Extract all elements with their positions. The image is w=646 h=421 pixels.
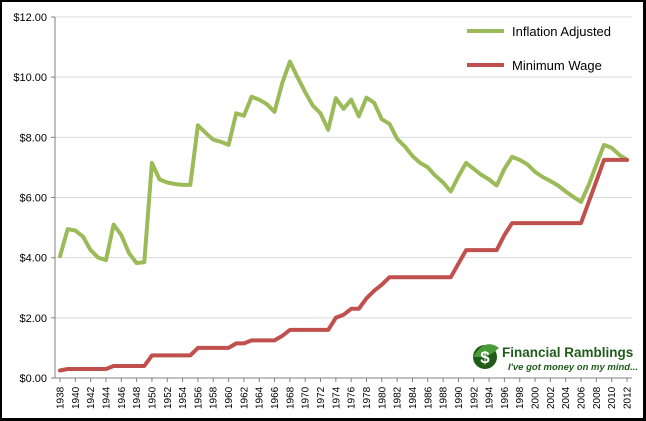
x-tick-label: 1956 (193, 386, 204, 409)
x-tick-label: 1990 (454, 386, 465, 409)
x-tick-label: 2008 (592, 386, 603, 409)
y-axis-ticks: $0.00 $2.00 $4.00 $6.00 $8.00 $10.00 $12.00 (13, 12, 55, 385)
x-tick-label: 1998 (515, 386, 526, 409)
x-tick-label: 1962 (239, 386, 250, 409)
x-tick-label: 1974 (331, 386, 342, 409)
brand-tagline: I've got money on my mind... (508, 362, 638, 373)
brand-logo-symbol: $ (480, 348, 490, 367)
y-tick-label: $4.00 (19, 253, 47, 265)
x-tick-label: 2002 (546, 386, 557, 409)
legend-label-inflation-adjusted: Inflation Adjusted (512, 24, 611, 39)
x-tick-label: 1958 (209, 386, 220, 409)
y-tick-label: $2.00 (19, 313, 47, 325)
series-line-inflation-adjusted (58, 59, 629, 266)
x-tick-label: 1942 (86, 386, 97, 409)
x-tick-label: 2000 (531, 386, 542, 409)
x-tick-label: 1984 (408, 386, 419, 409)
x-tick-label: 1980 (377, 386, 388, 409)
legend-item-minimum-wage: Minimum Wage (467, 58, 602, 73)
brand-name: Financial Ramblings (502, 345, 633, 360)
x-tick-label: 1972 (316, 386, 327, 409)
x-tick-label: 1952 (163, 386, 174, 409)
x-tick-label: 1938 (56, 386, 67, 409)
x-tick-label: 1944 (101, 386, 112, 409)
x-tick-label: 1940 (71, 386, 82, 409)
x-tick-label: 1954 (178, 386, 189, 409)
x-tick-label: 1982 (393, 386, 404, 409)
x-tick-label: 1964 (255, 386, 266, 409)
x-tick-label: 1988 (439, 386, 450, 409)
y-tick-label: $8.00 (19, 132, 47, 144)
x-tick-label: 1966 (270, 386, 281, 409)
x-tick-label: 1948 (132, 386, 143, 409)
x-tick-label: 1960 (224, 386, 235, 409)
x-tick-label: 1946 (117, 386, 128, 409)
x-tick-label: 1978 (362, 386, 373, 409)
y-tick-label: $0.00 (19, 373, 47, 385)
x-tick-label: 1994 (485, 386, 496, 409)
series-line-minimum-wage (58, 157, 629, 373)
x-tick-label: 1970 (301, 386, 312, 409)
x-tick-label: 2004 (561, 386, 572, 409)
x-axis-ticks: 1938 1940 1942 1944 1946 1948 1950 1952 1954 1956… (56, 378, 634, 409)
x-tick-label: 2012 (623, 386, 634, 409)
x-tick-label: 2006 (577, 386, 588, 409)
brand-watermark: $ Financial Ramblings I've got money on … (473, 344, 638, 373)
legend-label-minimum-wage: Minimum Wage (512, 58, 602, 73)
x-tick-label: 1950 (147, 386, 158, 409)
x-tick-label: 1968 (285, 386, 296, 409)
dollar-leaf-icon: $ (473, 344, 499, 369)
x-tick-label: 1996 (500, 386, 511, 409)
legend-item-inflation-adjusted: Inflation Adjusted (467, 24, 611, 39)
x-tick-label: 1976 (347, 386, 358, 409)
y-tick-label: $6.00 (19, 193, 47, 205)
y-tick-label: $12.00 (13, 12, 47, 24)
x-tick-label: 1986 (423, 386, 434, 409)
y-tick-label: $10.00 (13, 72, 47, 84)
x-tick-label: 2010 (607, 386, 618, 409)
series-layer (58, 59, 629, 373)
x-tick-label: 1992 (469, 386, 480, 409)
legend: Inflation Adjusted Minimum Wage (467, 24, 611, 73)
